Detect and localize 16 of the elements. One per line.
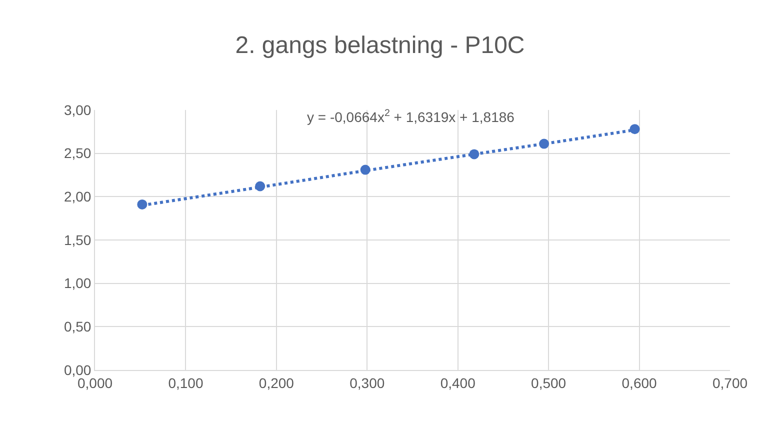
x-tick-label: 0,700 — [712, 374, 748, 391]
x-tick-label: 0,400 — [440, 374, 476, 391]
x-tick-label: 0,500 — [531, 374, 566, 391]
y-tick-label: 1,00 — [64, 275, 92, 292]
x-tick-label: 0,600 — [622, 374, 658, 391]
chart-title: 2. gangs belastning - P10C — [235, 32, 525, 60]
y-tick-label: 2,50 — [64, 145, 92, 162]
x-tick-label: 0,100 — [168, 374, 204, 391]
x-tick-label: 0,300 — [350, 374, 385, 391]
y-tick-label: 0,50 — [64, 318, 92, 335]
point — [630, 124, 640, 134]
annotation: y = -0,0664x$^{2}$ + 1,6319x + 1,8186 — [307, 108, 515, 125]
y-tick-label: 1,50 — [64, 232, 92, 248]
y-tick-label: 2,00 — [64, 188, 92, 205]
y-tick-label: 3,00 — [64, 102, 92, 118]
x-tick-label: 0,200 — [258, 374, 294, 391]
